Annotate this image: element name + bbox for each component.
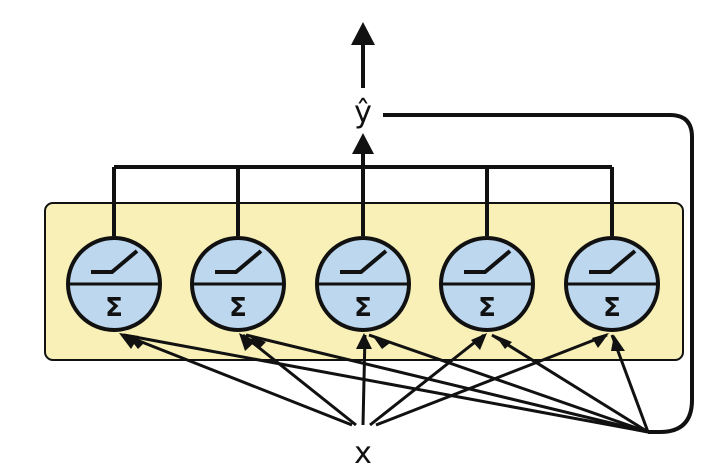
sigma-label: Σ [105,293,123,323]
neuron-5: Σ [564,236,660,332]
sigma-label: Σ [354,293,372,323]
sigma-label: Σ [603,293,621,323]
neuron-4: Σ [439,236,535,332]
input-arrowheads [119,333,625,351]
sigma-label: Σ [229,293,247,323]
relu-icon [464,249,512,274]
relu-icon [589,249,637,274]
relu-icon [91,249,139,274]
relu-icon [340,249,388,274]
neuron-1: Σ [66,236,162,332]
sigma-label: Σ [478,293,496,323]
top-output-arrowhead [351,22,375,45]
relu-icon [215,249,263,274]
output-arrowhead [352,133,374,154]
output-label: ŷ [354,95,372,130]
neuron-3: Σ [315,236,411,332]
neuron-2: Σ [190,236,286,332]
input-label: x [354,436,372,471]
input-connections [123,333,650,434]
recurrent-feedback-path [383,113,694,434]
